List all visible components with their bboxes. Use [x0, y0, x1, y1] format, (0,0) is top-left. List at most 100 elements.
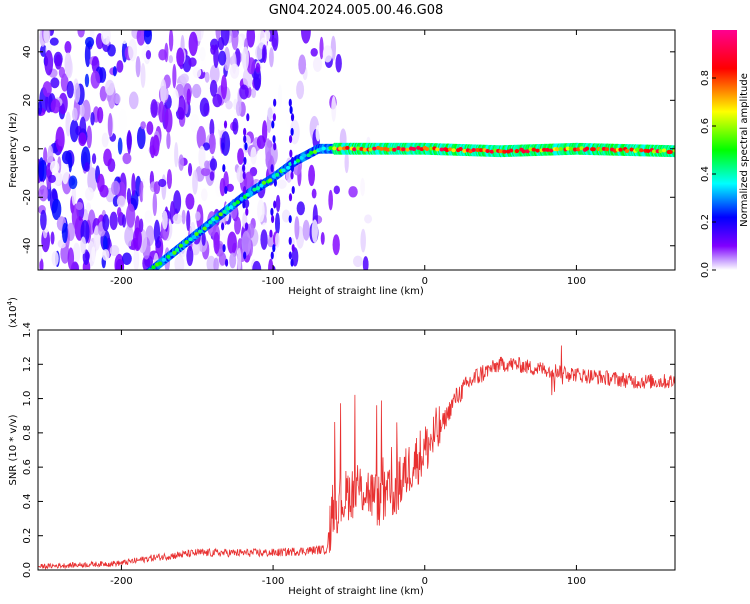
heatmap-cell	[128, 38, 138, 62]
heatmap-cell	[139, 180, 144, 203]
heatmap-cell	[234, 216, 242, 235]
heatmap-streak	[246, 113, 250, 122]
heatmap-cell	[271, 30, 279, 52]
heatmap-cell	[168, 30, 174, 52]
snr-x-tick-label: -100	[262, 576, 285, 587]
heatmap-streak	[243, 251, 247, 260]
heatmap-cell	[51, 189, 58, 201]
heatmap-ridge-peak	[309, 150, 314, 155]
heatmap-cell	[250, 146, 257, 165]
heatmap-cell	[255, 62, 261, 73]
heatmap-cell	[237, 148, 245, 165]
heatmap-cell	[125, 203, 136, 228]
heatmap-ridge-cell	[143, 270, 148, 280]
heatmap-ridge-peak	[651, 149, 657, 154]
heatmap-ridge-peak	[545, 147, 550, 152]
heatmap-cell	[40, 209, 47, 231]
heatmap-ridge-peak	[475, 147, 480, 152]
heatmap-cell	[101, 30, 111, 45]
spectrogram-y-tick-label: -20	[22, 189, 33, 205]
heatmap-cell	[81, 99, 91, 122]
heatmap-cell	[275, 232, 280, 248]
heatmap-streak	[290, 156, 295, 165]
heatmap-cell	[352, 255, 363, 268]
heatmap-cell	[179, 73, 189, 84]
heatmap-ridge-peak	[629, 147, 634, 152]
heatmap-ridge-peak	[447, 147, 453, 152]
heatmap-cell	[61, 159, 70, 185]
heatmap-cell	[99, 85, 107, 102]
heatmap-cell	[200, 188, 208, 202]
heatmap-cell	[164, 108, 173, 133]
heatmap-cell	[54, 54, 62, 70]
heatmap-ridge-peak	[565, 146, 570, 151]
heatmap-streak	[271, 215, 275, 224]
heatmap-cell	[246, 57, 256, 75]
heatmap-cell	[39, 44, 47, 57]
snr-y-tick-label: 0.4	[22, 493, 33, 509]
snr-series-line	[38, 345, 675, 570]
heatmap-ridge-peak	[379, 146, 384, 151]
snr-x-label: Height of straight line (km)	[288, 586, 424, 597]
heatmap-cell	[48, 174, 57, 183]
spectrogram-y-tick-label: 0	[22, 146, 33, 152]
heatmap-ridge-cell	[145, 269, 149, 270]
snr-x-tick-label: 0	[422, 576, 428, 587]
heatmap-cell	[68, 175, 78, 190]
heatmap-streak	[243, 127, 247, 136]
heatmap-cell	[308, 164, 316, 187]
heatmap-streak	[269, 229, 273, 238]
heatmap-streak	[288, 215, 292, 224]
heatmap-cell	[58, 92, 68, 115]
heatmap-cell	[44, 50, 54, 76]
heatmap-cell	[312, 56, 323, 73]
heatmap-ridge-peak	[521, 149, 526, 154]
heatmap-ridge-peak	[184, 239, 189, 244]
heatmap-ridge-peak	[485, 149, 490, 154]
heatmap-ridge-peak	[661, 148, 667, 153]
heatmap-ridge-peak	[645, 148, 651, 153]
heatmap-cell	[75, 201, 84, 211]
heatmap-cell	[261, 44, 267, 64]
heatmap-cell	[152, 134, 160, 157]
heatmap-ridge-peak	[194, 232, 199, 237]
heatmap-cell	[320, 231, 325, 245]
heatmap-streak	[273, 142, 277, 151]
heatmap-cell	[69, 119, 79, 143]
heatmap-cell	[142, 182, 149, 209]
heatmap-ridge-peak	[222, 209, 227, 214]
heatmap-cell	[360, 177, 365, 197]
spectrogram-x-tick-label: -200	[110, 276, 133, 287]
heatmap-ridge-peak	[392, 147, 397, 152]
heatmap-streak	[272, 135, 276, 144]
heatmap-cell	[90, 111, 95, 126]
heatmap-cell	[77, 30, 85, 38]
heatmap-ridge-peak	[151, 265, 156, 270]
heatmap-cell	[241, 230, 251, 256]
heatmap-cell	[101, 132, 109, 148]
heatmap-cell	[109, 245, 120, 257]
spectrogram-y-ticks: -40 -20 0 20 40	[22, 45, 675, 254]
heatmap-cell	[140, 121, 146, 130]
spectrogram-x-tick-label: 100	[567, 276, 586, 287]
heatmap-cell	[145, 49, 152, 60]
spectrogram-y-label: Frequency (Hz)	[8, 112, 19, 188]
snr-x-tick-label: 100	[567, 576, 586, 587]
heatmap-cell	[201, 232, 206, 246]
heatmap-ridge-peak	[245, 192, 250, 197]
heatmap-cell	[78, 132, 87, 147]
heatmap-streak	[270, 207, 274, 216]
heatmap-ridge-peak	[462, 148, 467, 153]
heatmap-cell	[196, 125, 206, 150]
heatmap-streak	[289, 106, 293, 114]
heatmap-ridge-peak	[142, 274, 146, 278]
heatmap-cell	[216, 115, 227, 131]
snr-y-tick-label: 0.2	[22, 528, 33, 544]
heatmap-streak	[271, 120, 275, 129]
heatmap-cell	[176, 47, 185, 67]
heatmap-ridge-peak	[458, 147, 463, 152]
heatmap-cell	[335, 54, 342, 73]
heatmap-cell	[289, 119, 300, 145]
heatmap-cell	[213, 257, 219, 270]
heatmap-cell	[173, 190, 182, 214]
